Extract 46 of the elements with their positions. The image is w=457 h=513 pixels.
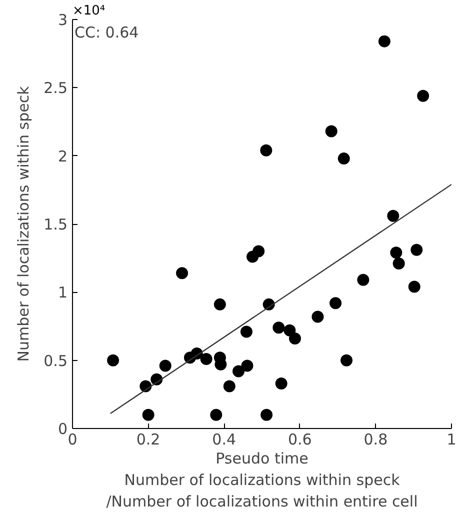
point bbox=[223, 380, 236, 392]
text: ×10⁴ bbox=[72, 4, 106, 18]
y-tick-label: 3 bbox=[58, 11, 68, 29]
point bbox=[325, 125, 338, 138]
point bbox=[159, 360, 172, 372]
point bbox=[240, 326, 252, 338]
x-tick-label: 1 bbox=[446, 430, 456, 448]
point bbox=[272, 322, 285, 334]
y-tick-label: 2.5 bbox=[44, 79, 68, 98]
point bbox=[392, 258, 405, 270]
point bbox=[410, 244, 423, 256]
x-tick-label: 0.2 bbox=[136, 430, 160, 448]
point bbox=[260, 408, 273, 421]
point bbox=[357, 274, 370, 286]
x-axis-title: Pseudo time Number of localizations within speck /Number of localizations within entire cell bbox=[106, 450, 418, 511]
point bbox=[142, 408, 154, 421]
point bbox=[284, 324, 296, 336]
point bbox=[210, 408, 222, 421]
point bbox=[200, 352, 212, 365]
point bbox=[387, 210, 400, 222]
y-tick-label: 2 bbox=[58, 147, 68, 166]
x-tick-label: 0.6 bbox=[288, 430, 312, 448]
point bbox=[288, 332, 301, 345]
y-tick-label: 1.5 bbox=[44, 216, 68, 234]
point bbox=[275, 378, 288, 390]
point bbox=[232, 365, 244, 378]
x-tick-label: 0.8 bbox=[364, 430, 388, 448]
point bbox=[330, 297, 342, 310]
point bbox=[241, 360, 254, 372]
point bbox=[338, 152, 350, 165]
y-tick-label: 1 bbox=[58, 284, 68, 302]
x-tick-label: 0.4 bbox=[212, 430, 236, 448]
point bbox=[390, 246, 402, 259]
point bbox=[252, 245, 265, 258]
point bbox=[312, 310, 324, 323]
point bbox=[107, 354, 120, 366]
point bbox=[340, 354, 353, 366]
point bbox=[417, 90, 430, 102]
y-tick-label: 0.5 bbox=[44, 352, 68, 370]
annotation: CC: 0.64 bbox=[74, 24, 139, 42]
point bbox=[214, 298, 226, 310]
point bbox=[176, 267, 188, 280]
y-axis-title: Number of localizations within speck bbox=[14, 86, 33, 362]
point bbox=[408, 280, 420, 293]
point bbox=[378, 35, 390, 48]
point bbox=[260, 144, 272, 156]
